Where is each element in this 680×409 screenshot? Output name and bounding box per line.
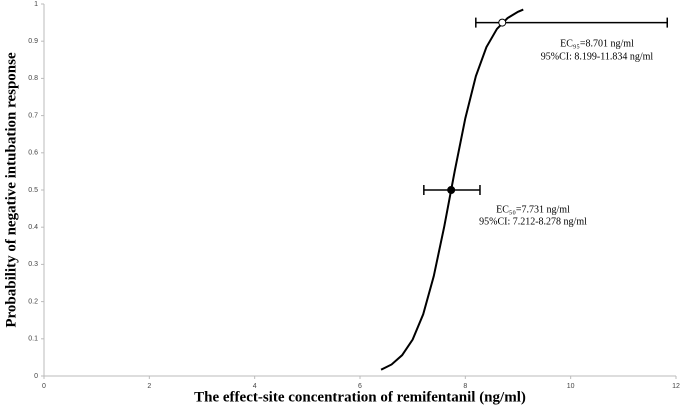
annotation: EC₅₀=7.731 ng/ml: [496, 204, 570, 215]
y-tick-label: 0.7: [28, 112, 38, 119]
x-tick-label: 10: [567, 383, 575, 390]
annotation: 95%CI: 8.199-11.834 ng/ml: [541, 51, 654, 62]
point: [447, 186, 456, 194]
y-tick-label: 0.2: [28, 298, 38, 305]
x-tick-label: 2: [147, 383, 151, 390]
x-tick-label: 0: [42, 383, 46, 390]
x-tick-label: 12: [672, 383, 680, 390]
y-tick-label: 0: [34, 373, 38, 380]
y-tick-label: 0.1: [28, 336, 38, 343]
x-axis-title: The effect-site concentration of remifen…: [194, 389, 526, 405]
y-axis-title: Probability of negative intubation respo…: [3, 52, 19, 328]
y-tick-label: 0.6: [28, 150, 38, 157]
x-tick-label: 6: [358, 383, 362, 390]
y-tick-label: 0.8: [28, 75, 38, 82]
y-tick-label: 0.4: [28, 224, 38, 231]
point: [498, 18, 507, 27]
y-tick-label: 0.3: [28, 261, 38, 268]
y-tick-label: 0.9: [28, 38, 38, 45]
x-tick-label: 4: [253, 383, 257, 390]
annotation: EC₉₅=8.701 ng/ml: [560, 38, 634, 49]
y-tick-label: 0.5: [28, 187, 38, 194]
y-tick-label: 1: [34, 1, 38, 8]
annotation: 95%CI: 7.212-8.278 ng/ml: [479, 216, 587, 227]
x-tick-label: 8: [463, 383, 467, 390]
